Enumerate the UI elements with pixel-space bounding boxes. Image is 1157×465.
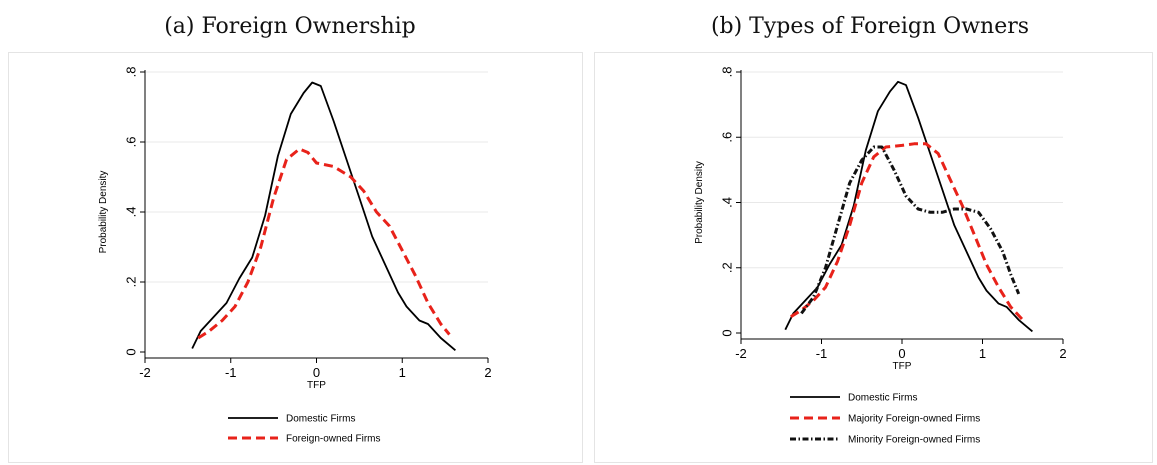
panel-a-y-tick-label: .4 bbox=[124, 207, 139, 218]
panel-a-x-tick-label: 2 bbox=[484, 365, 491, 380]
panel-a-title: (a) Foreign Ownership bbox=[164, 14, 416, 39]
panel-b-y-tick-label: .2 bbox=[720, 262, 735, 273]
panel-a-y-tick-label: .8 bbox=[124, 67, 139, 78]
panel-b-series-line-1 bbox=[790, 142, 1024, 321]
panel-b-x-tick-label: -1 bbox=[816, 346, 828, 361]
panel-a-y-tick-label: 0 bbox=[124, 348, 139, 355]
panel-b-y-axis-title: Probability Density bbox=[694, 161, 705, 244]
panel-b-y-tick-label: 0 bbox=[720, 329, 735, 336]
panel-a-y-tick-label: .2 bbox=[124, 277, 139, 288]
panel-a-x-tick-label: 0 bbox=[313, 365, 320, 380]
panel-b-y-tick-label: .4 bbox=[720, 197, 735, 208]
panel-a-frame bbox=[8, 52, 583, 463]
panel-a-legend-label-1: Foreign-owned Firms bbox=[286, 434, 380, 445]
panel-a-x-tick-label: -2 bbox=[139, 365, 151, 380]
panel-a-series-line-1 bbox=[197, 147, 451, 340]
panel-a-x-axis-title: TFP bbox=[307, 380, 326, 391]
panel-b-title: (b) Types of Foreign Owners bbox=[710, 14, 1030, 39]
panel-a-chart: 0 .2 .4 .6 .8 -2 -1 0 1 2 TFP Probability Density Do… bbox=[98, 67, 492, 445]
panel-a-x-tick-label: -1 bbox=[225, 365, 237, 380]
panel-a-y-axis-title: Probability Density bbox=[98, 171, 109, 254]
panel-b-x-tick-label: 1 bbox=[979, 346, 986, 361]
panel-a-legend-label-0: Domestic Firms bbox=[286, 414, 355, 425]
panel-a-series-line-0 bbox=[191, 81, 456, 351]
panel-a-y-tick-label: .6 bbox=[124, 137, 139, 148]
panel-b-frame bbox=[594, 52, 1153, 463]
panel-b-legend-label-0: Domestic Firms bbox=[848, 393, 917, 404]
panel-b-x-tick-label: 0 bbox=[898, 346, 905, 361]
panel-b-y-tick-label: .8 bbox=[720, 67, 735, 78]
panel-b-y-tick-label: .6 bbox=[720, 132, 735, 143]
panel-b-series-line-0 bbox=[784, 80, 1033, 333]
panel-b-x-tick-label: -2 bbox=[735, 346, 747, 361]
panel-b-chart: 0 .2 .4 .6 .8 -2 -1 0 1 2 TFP Probability Density Do… bbox=[694, 67, 1067, 446]
panel-a-x-tick-label: 1 bbox=[399, 365, 406, 380]
panel-b-x-tick-label: 2 bbox=[1059, 346, 1066, 361]
panel-b-x-axis-title: TFP bbox=[893, 361, 912, 372]
panel-b-legend-label-2: Minority Foreign-owned Firms bbox=[848, 435, 980, 446]
panel-b-series-line-2 bbox=[800, 145, 1021, 315]
panel-b-legend-label-1: Majority Foreign-owned Firms bbox=[848, 414, 980, 425]
